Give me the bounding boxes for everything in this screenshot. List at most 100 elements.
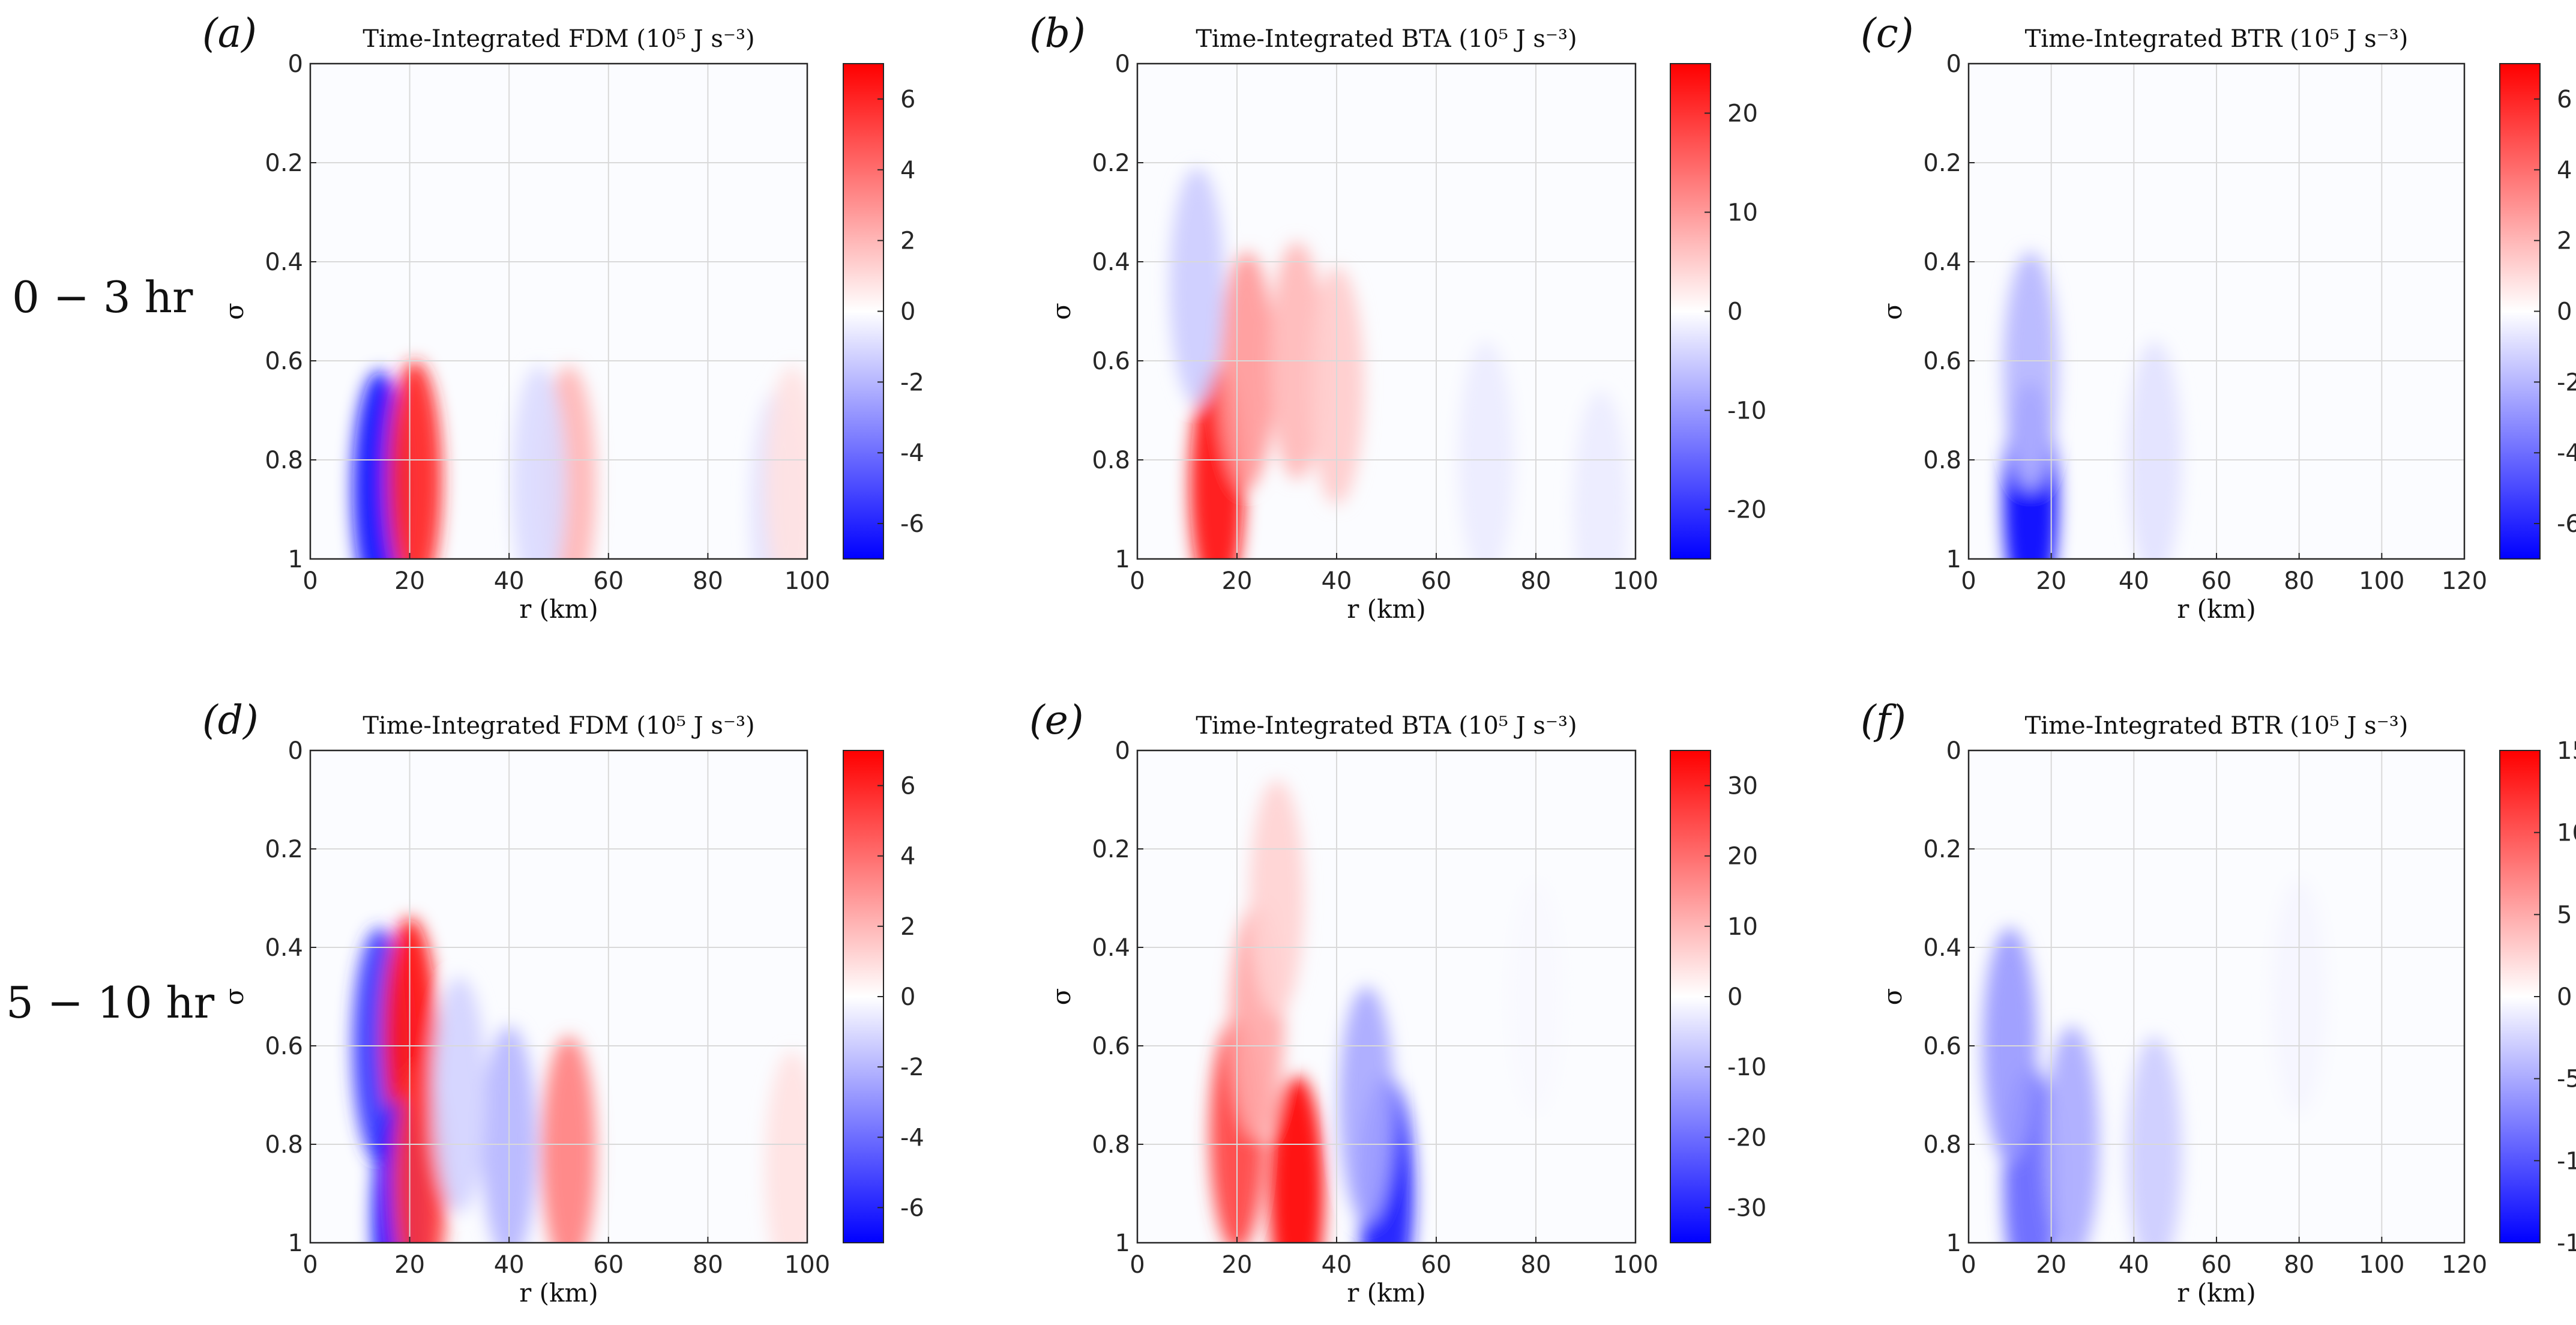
y-tick-label: 0.8 [1923, 447, 1961, 474]
colorbar-tick-label: -2 [900, 369, 924, 396]
x-tick-label: 100 [2359, 1251, 2404, 1279]
colorbar-tick-label: -30 [1727, 1194, 1766, 1222]
panel-title: Time-Integrated BTR (10⁵ J s⁻³) [2025, 712, 2409, 740]
field-layer [352, 917, 807, 1243]
colorbar-tick-label: -6 [900, 1194, 924, 1222]
x-tick-label: 80 [2284, 1251, 2314, 1279]
field-feature-7 [765, 1051, 807, 1243]
field-feature-1 [387, 361, 442, 559]
x-tick-label: 0 [1961, 1251, 1976, 1279]
colorbar-tick-label: 0 [2557, 983, 2572, 1011]
y-axis-label: σ [220, 988, 249, 1006]
panel-title: Time-Integrated BTA (10⁵ J s⁻³) [1196, 712, 1577, 740]
field-layer [352, 361, 807, 559]
x-tick-label: 100 [784, 1251, 830, 1279]
panel-letter: (e) [1029, 697, 1084, 743]
x-axis-label: r (km) [1347, 594, 1425, 624]
axes-frame [309, 62, 808, 560]
colorbar-tick-label: -4 [2557, 439, 2576, 467]
colorbar-tick-label: 30 [1727, 773, 1758, 800]
panel-letter: (b) [1029, 10, 1086, 56]
x-tick-label: 60 [2201, 1251, 2232, 1279]
row-label-5-10hr: 5 − 10 hr [6, 977, 215, 1028]
grid [1969, 64, 2464, 559]
x-tick-label: 60 [1421, 567, 1452, 595]
row-label-0-3hr: 0 − 3 hr [12, 272, 193, 322]
colorbar-tick-label: -2 [2557, 369, 2576, 396]
colorbar-tick-label: 6 [900, 86, 915, 113]
y-tick-label: 0.6 [265, 348, 303, 375]
panel-letter: (f) [1861, 697, 1906, 743]
colorbar-tick-label: 0 [1727, 983, 1742, 1011]
field-feature-5 [1458, 341, 1514, 559]
y-tick-label: 1 [288, 546, 303, 573]
x-tick-label: 100 [1613, 1251, 1658, 1279]
field-feature-4 [1169, 168, 1225, 406]
field-feature-1 [2003, 252, 2058, 490]
x-tick-label: 60 [593, 1251, 624, 1279]
field-feature-3 [2127, 1036, 2182, 1243]
x-tick-label: 40 [494, 567, 525, 595]
y-axis-label: σ [1047, 988, 1076, 1006]
colorbar [1670, 750, 1711, 1243]
x-tick-label: 40 [1322, 567, 1352, 595]
y-tick-label: 0 [1946, 50, 1961, 78]
y-tick-label: 0.4 [1092, 934, 1130, 962]
colorbar-tick-label: 2 [900, 228, 915, 255]
y-tick-label: 0.2 [1923, 836, 1961, 863]
y-tick-label: 0.6 [1092, 1033, 1130, 1060]
y-tick-label: 0.2 [1923, 149, 1961, 177]
colorbar-tick-label: -6 [2557, 510, 2576, 538]
y-tick-label: 0.6 [1923, 348, 1961, 375]
panel-title: Time-Integrated FDM (10⁵ J s⁻³) [363, 712, 754, 740]
x-tick-label: 0 [1130, 1251, 1145, 1279]
y-tick-label: 0.8 [265, 447, 303, 474]
colorbar-tick-label: 0 [1727, 298, 1742, 326]
y-axis-label: σ [1878, 303, 1907, 320]
x-tick-label: 40 [2119, 1251, 2149, 1279]
colorbar [2499, 63, 2541, 560]
panel-title: Time-Integrated BTA (10⁵ J s⁻³) [1196, 25, 1577, 53]
x-tick-label: 20 [394, 1251, 425, 1279]
y-tick-label: 0.8 [1092, 1131, 1130, 1159]
y-tick-label: 0.4 [1923, 934, 1961, 962]
colorbar-tick-label: -4 [900, 439, 924, 467]
field-feature-6 [1573, 390, 1628, 559]
y-tick-label: 0.4 [265, 249, 303, 276]
field-feature-6 [432, 977, 487, 1213]
axes-frame [1136, 749, 1637, 1244]
y-tick-label: 0 [288, 50, 303, 78]
x-tick-label: 80 [693, 567, 723, 595]
x-tick-label: 80 [693, 1251, 723, 1279]
x-tick-label: 100 [784, 567, 830, 595]
y-axis-label: σ [1878, 988, 1907, 1006]
y-axis-label: σ [1047, 303, 1076, 320]
x-axis-label: r (km) [1347, 1278, 1425, 1308]
colorbar-tick-label: 10 [1727, 199, 1758, 227]
colorbar-tick-label: -4 [900, 1124, 924, 1151]
x-tick-label: 100 [1613, 567, 1658, 595]
panel-letter: (a) [202, 10, 257, 56]
y-axis-label: σ [220, 303, 249, 320]
colorbar-tick-label: -10 [1727, 397, 1766, 425]
x-tick-label: 100 [2359, 567, 2404, 595]
x-tick-label: 20 [2036, 567, 2066, 595]
colorbar-tick-label: -20 [1727, 496, 1766, 524]
x-tick-label: 0 [302, 1251, 317, 1279]
colorbar-tick-label: -6 [900, 510, 924, 538]
x-tick-label: 20 [394, 567, 425, 595]
y-tick-label: 0 [288, 737, 303, 765]
grid [310, 750, 807, 1243]
colorbar-tick-label: 2 [2557, 228, 2572, 255]
colorbar [843, 63, 884, 560]
colorbar [2499, 750, 2541, 1243]
panel-title: Time-Integrated FDM (10⁵ J s⁻³) [363, 25, 754, 53]
y-tick-label: 0.4 [1923, 249, 1961, 276]
colorbar-tick-label: -10 [2557, 1147, 2576, 1175]
x-tick-label: 120 [2442, 1251, 2487, 1279]
colorbar-tick-label: 0 [900, 983, 915, 1011]
panel-title: Time-Integrated BTR (10⁵ J s⁻³) [2025, 25, 2409, 53]
